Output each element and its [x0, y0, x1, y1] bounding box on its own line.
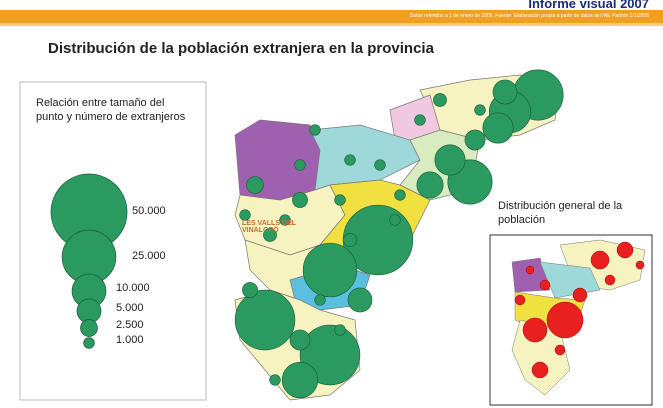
- population-bubble: [414, 114, 426, 126]
- source-note: Datos referidos a 1 de enero de 2006. Fu…: [409, 13, 649, 19]
- inset-dot: [522, 317, 548, 343]
- population-bubble: [239, 209, 251, 221]
- population-bubble: [389, 214, 401, 226]
- population-bubble: [246, 176, 264, 194]
- population-bubble: [279, 214, 291, 226]
- inset-dot: [604, 274, 616, 286]
- legend-title: Relación entre tamaño del punto y número…: [36, 97, 186, 123]
- population-bubble: [289, 329, 311, 351]
- population-bubble: [292, 192, 308, 208]
- inset-dot: [539, 279, 551, 291]
- legend-label: 50.000: [132, 205, 166, 217]
- population-bubble: [433, 93, 447, 107]
- inset-dot: [546, 301, 584, 339]
- inset-dot: [616, 241, 634, 259]
- population-bubble: [374, 159, 386, 171]
- population-bubble: [281, 361, 319, 399]
- population-bubble: [269, 374, 281, 386]
- population-bubble: [343, 233, 357, 247]
- inset-box: [489, 234, 653, 406]
- legend-label: 25.000: [132, 250, 166, 262]
- header-stripe: [0, 23, 663, 26]
- population-bubble: [314, 294, 326, 306]
- legend-circle: [80, 319, 98, 337]
- inset-dot: [525, 265, 535, 275]
- population-bubble: [434, 144, 466, 176]
- population-bubble: [302, 242, 358, 298]
- population-bubble: [263, 228, 277, 242]
- inset-dot: [590, 250, 610, 270]
- inset-dot: [635, 260, 645, 270]
- legend-label: 1.000: [116, 334, 144, 346]
- inset-dot: [514, 294, 526, 306]
- population-bubble: [234, 289, 296, 351]
- population-bubble: [294, 159, 306, 171]
- legend-circle: [83, 337, 95, 349]
- legend-box: [19, 81, 207, 401]
- population-bubble: [334, 194, 346, 206]
- inset-title: Distribución general de la población: [498, 200, 623, 226]
- population-bubble: [464, 129, 486, 151]
- inset-dot: [554, 344, 566, 356]
- header-band: [0, 10, 663, 23]
- map-title: Distribución de la población extranjera …: [48, 40, 434, 57]
- inset-dot: [572, 287, 588, 303]
- population-bubble: [482, 112, 514, 144]
- population-bubble: [309, 124, 321, 136]
- population-bubble: [416, 171, 444, 199]
- inset-dot: [531, 361, 549, 379]
- population-bubble: [347, 287, 373, 313]
- inset-map: [511, 239, 646, 396]
- legend-label: 5.000: [116, 302, 144, 314]
- population-bubble: [242, 282, 258, 298]
- population-bubble: [344, 154, 356, 166]
- region-label: LES VALLS DEL VINALOPÓ: [242, 220, 296, 234]
- report-name: Informe visual 2007: [528, 0, 649, 11]
- population-bubble: [334, 324, 346, 336]
- legend-label: 10.000: [116, 282, 150, 294]
- legend-label: 2.500: [116, 319, 144, 331]
- population-bubble: [492, 79, 518, 105]
- population-bubble: [474, 104, 486, 116]
- population-bubble: [394, 189, 406, 201]
